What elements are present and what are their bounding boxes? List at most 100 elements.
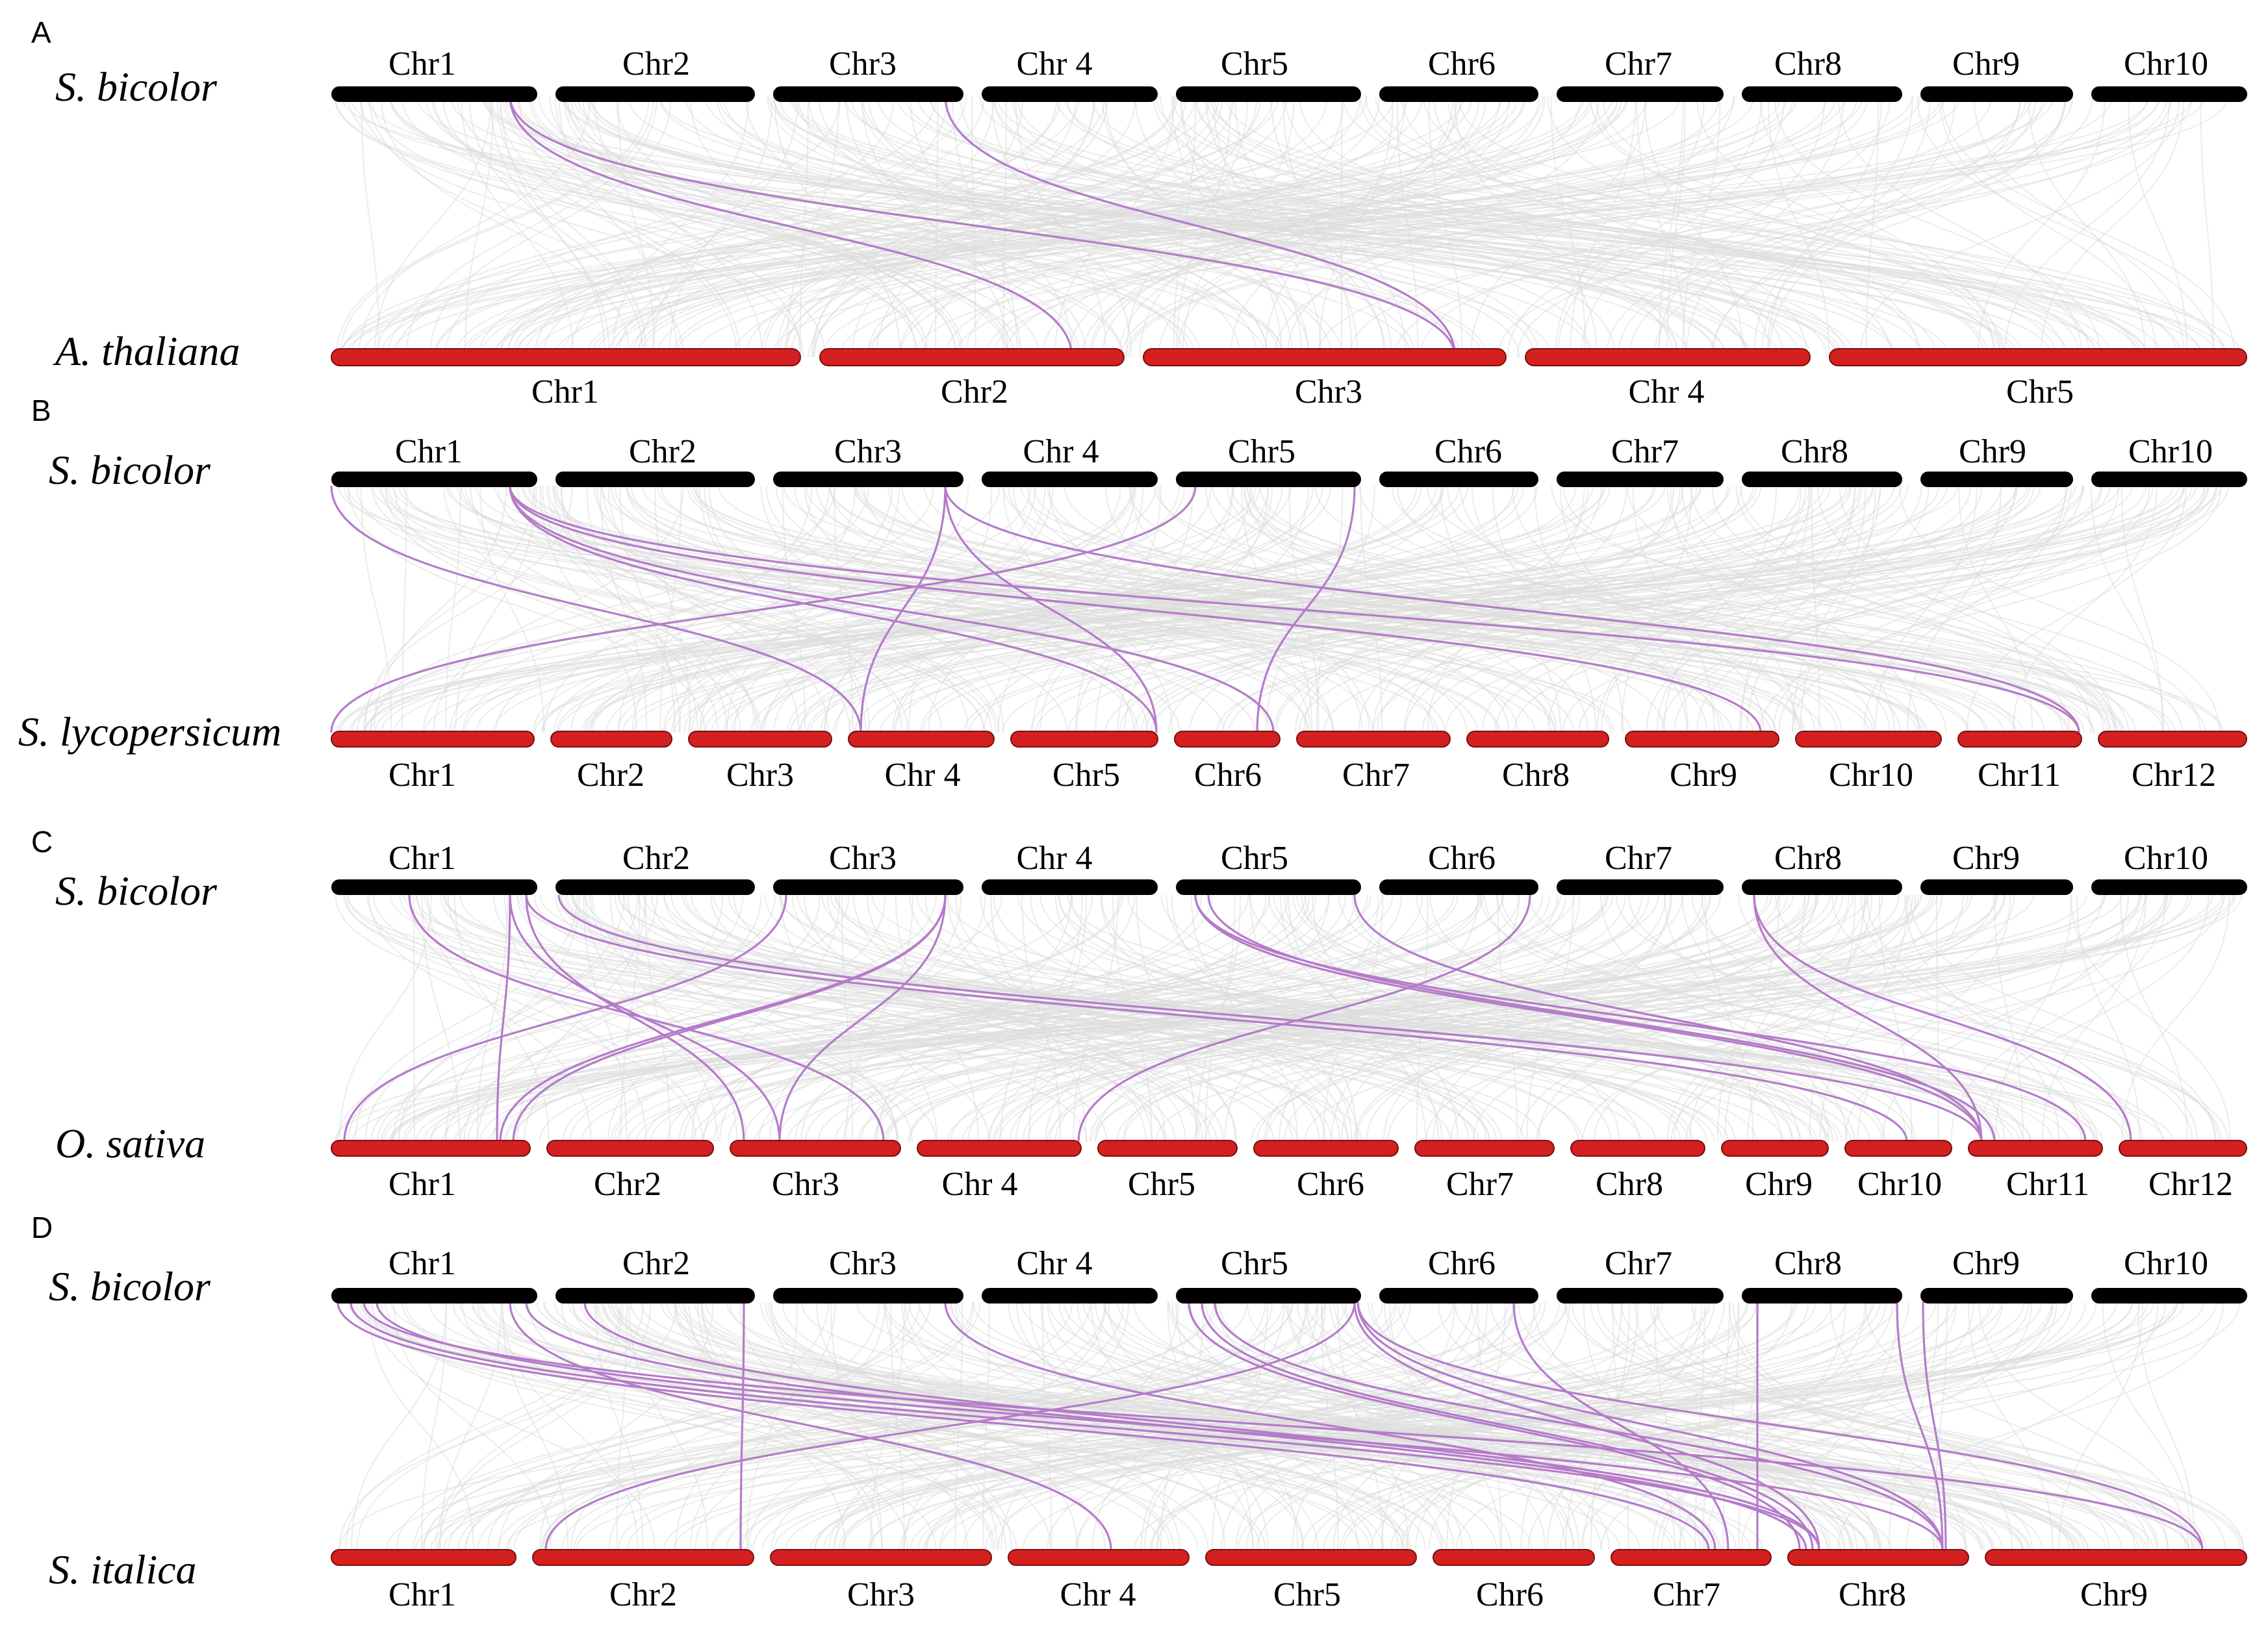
ref-chromosome-bar [1742, 1288, 1902, 1304]
background-synteny-link [867, 1302, 2178, 1550]
background-synteny-link [1344, 1302, 1853, 1550]
background-synteny-link [1022, 894, 1626, 1142]
ref-chromosome-label: Chr3 [829, 840, 897, 877]
background-synteny-link [1237, 1302, 1951, 1550]
background-synteny-link [338, 894, 432, 1142]
panel-b: B S. bicolor S. lycopersicum Chr1 Chr2 C… [18, 394, 2247, 794]
target-chromosome-label: Chr9 [2080, 1576, 2148, 1613]
background-synteny-link [1067, 95, 1501, 358]
target-chromosome-bar [1174, 731, 1281, 748]
target-chromosome-label: Chr7 [1446, 1166, 1514, 1203]
background-synteny-link [497, 485, 997, 733]
background-synteny-link [364, 894, 639, 1142]
background-synteny-link [1323, 485, 2208, 733]
target-chromosome-bar [1795, 731, 1942, 748]
collinear-link [509, 485, 1275, 733]
target-chromosome-bar [550, 731, 672, 748]
collinear-link [1077, 894, 1531, 1142]
panel-c-background-links [334, 894, 2243, 1142]
background-synteny-link [2058, 1302, 2144, 1550]
collinear-link [343, 894, 787, 1142]
target-chromosome-label: Chr10 [1857, 1166, 1942, 1203]
ref-chromosome-label: Chr7 [1605, 45, 1672, 82]
background-synteny-link [444, 95, 841, 358]
background-synteny-link [824, 485, 1054, 733]
background-synteny-link [345, 894, 1167, 1142]
background-synteny-link [335, 95, 650, 358]
ref-chromosome-bar [1379, 86, 1538, 102]
target-chromosome-bar [770, 1549, 992, 1566]
target-chromosome-label: Chr2 [941, 373, 1008, 410]
background-synteny-link [1866, 894, 2131, 1142]
background-synteny-link [1246, 1302, 1831, 1550]
background-synteny-link [513, 1302, 1347, 1550]
background-synteny-link [516, 95, 1552, 358]
target-chromosome-label: Chr8 [1502, 757, 1570, 794]
collinear-link [944, 95, 1457, 358]
background-synteny-link [1615, 894, 2222, 1142]
panel-d-target-labels: Chr1 Chr2 Chr3 Chr 4 Chr5 Chr6 Chr7 Chr8… [389, 1576, 2148, 1613]
background-synteny-link [553, 485, 756, 733]
background-synteny-link [416, 95, 1839, 358]
background-synteny-link [401, 485, 407, 733]
background-synteny-link [1396, 95, 1419, 358]
collinear-link [1194, 894, 1983, 1142]
background-synteny-link [1881, 894, 2129, 1142]
collinear-link [525, 894, 1908, 1142]
ref-chromosome-label: Chr1 [395, 433, 463, 470]
background-synteny-link [569, 894, 1394, 1142]
collinear-link [583, 1302, 1820, 1550]
target-chromosome-bar [2119, 1140, 2247, 1157]
collinear-link [1753, 894, 1983, 1142]
background-synteny-link [1994, 894, 2072, 1142]
panel-c-ref-labels: Chr1 Chr2 Chr3 Chr 4 Chr5 Chr6 Chr7 Chr8… [389, 840, 2208, 877]
panel-a-target-labels: Chr1 Chr2 Chr3 Chr 4 Chr5 [531, 373, 2074, 410]
background-synteny-link [361, 485, 392, 733]
target-chromosome-label: Chr7 [1342, 757, 1410, 794]
background-synteny-link [1685, 894, 2224, 1142]
collinear-link [330, 485, 1197, 733]
background-synteny-link [1225, 95, 2227, 358]
target-chromosome-bar [1787, 1549, 1969, 1566]
target-chromosome-bar [1611, 1549, 1772, 1566]
background-synteny-link [435, 1302, 624, 1550]
target-chromosome-label: Chr11 [1978, 757, 2061, 794]
background-synteny-link [1484, 894, 1996, 1142]
panel-c-target-species: O. sativa [55, 1120, 205, 1166]
background-synteny-link [834, 485, 854, 733]
background-synteny-link [1193, 894, 2172, 1142]
background-synteny-link [688, 1302, 884, 1550]
background-synteny-link [1829, 1302, 2013, 1550]
collinear-link [1896, 1302, 1944, 1550]
ref-chromosome-label: Chr7 [1605, 1245, 1672, 1282]
panel-d-ref-labels: Chr1 Chr2 Chr3 Chr 4 Chr5 Chr6 Chr7 Chr8… [389, 1245, 2208, 1282]
ref-chromosome-label: Chr2 [622, 840, 690, 877]
background-synteny-link [928, 485, 1136, 733]
target-chromosome-bar [1844, 1140, 1952, 1157]
background-synteny-link [851, 95, 1096, 358]
background-synteny-link [935, 95, 939, 358]
collinear-link [408, 894, 885, 1142]
ref-chromosome-bar [1176, 472, 1361, 487]
background-synteny-link [1711, 95, 2067, 358]
background-synteny-link [811, 95, 1077, 358]
target-chromosome-label: Chr1 [389, 1166, 456, 1203]
ref-chromosome-label: Chr6 [1428, 840, 1496, 877]
target-chromosome-bar [1968, 1140, 2103, 1157]
background-synteny-link [1067, 485, 2111, 733]
collinear-link [509, 485, 1158, 733]
panel-c-letter: C [31, 825, 53, 859]
background-synteny-link [769, 894, 962, 1142]
ref-chromosome-bar [1176, 879, 1361, 895]
background-synteny-link [500, 95, 605, 358]
background-synteny-link [997, 485, 1144, 733]
background-synteny-link [344, 1302, 622, 1550]
background-synteny-link [693, 485, 2118, 733]
collinear-link [944, 485, 2080, 733]
ref-chromosome-bar [1379, 1288, 1538, 1304]
background-synteny-link [1655, 1302, 2159, 1550]
background-synteny-link [641, 485, 2223, 733]
panel-d-target-species: S. italica [49, 1546, 197, 1593]
background-synteny-link [1283, 894, 1810, 1142]
background-synteny-link [1611, 1302, 2136, 1550]
